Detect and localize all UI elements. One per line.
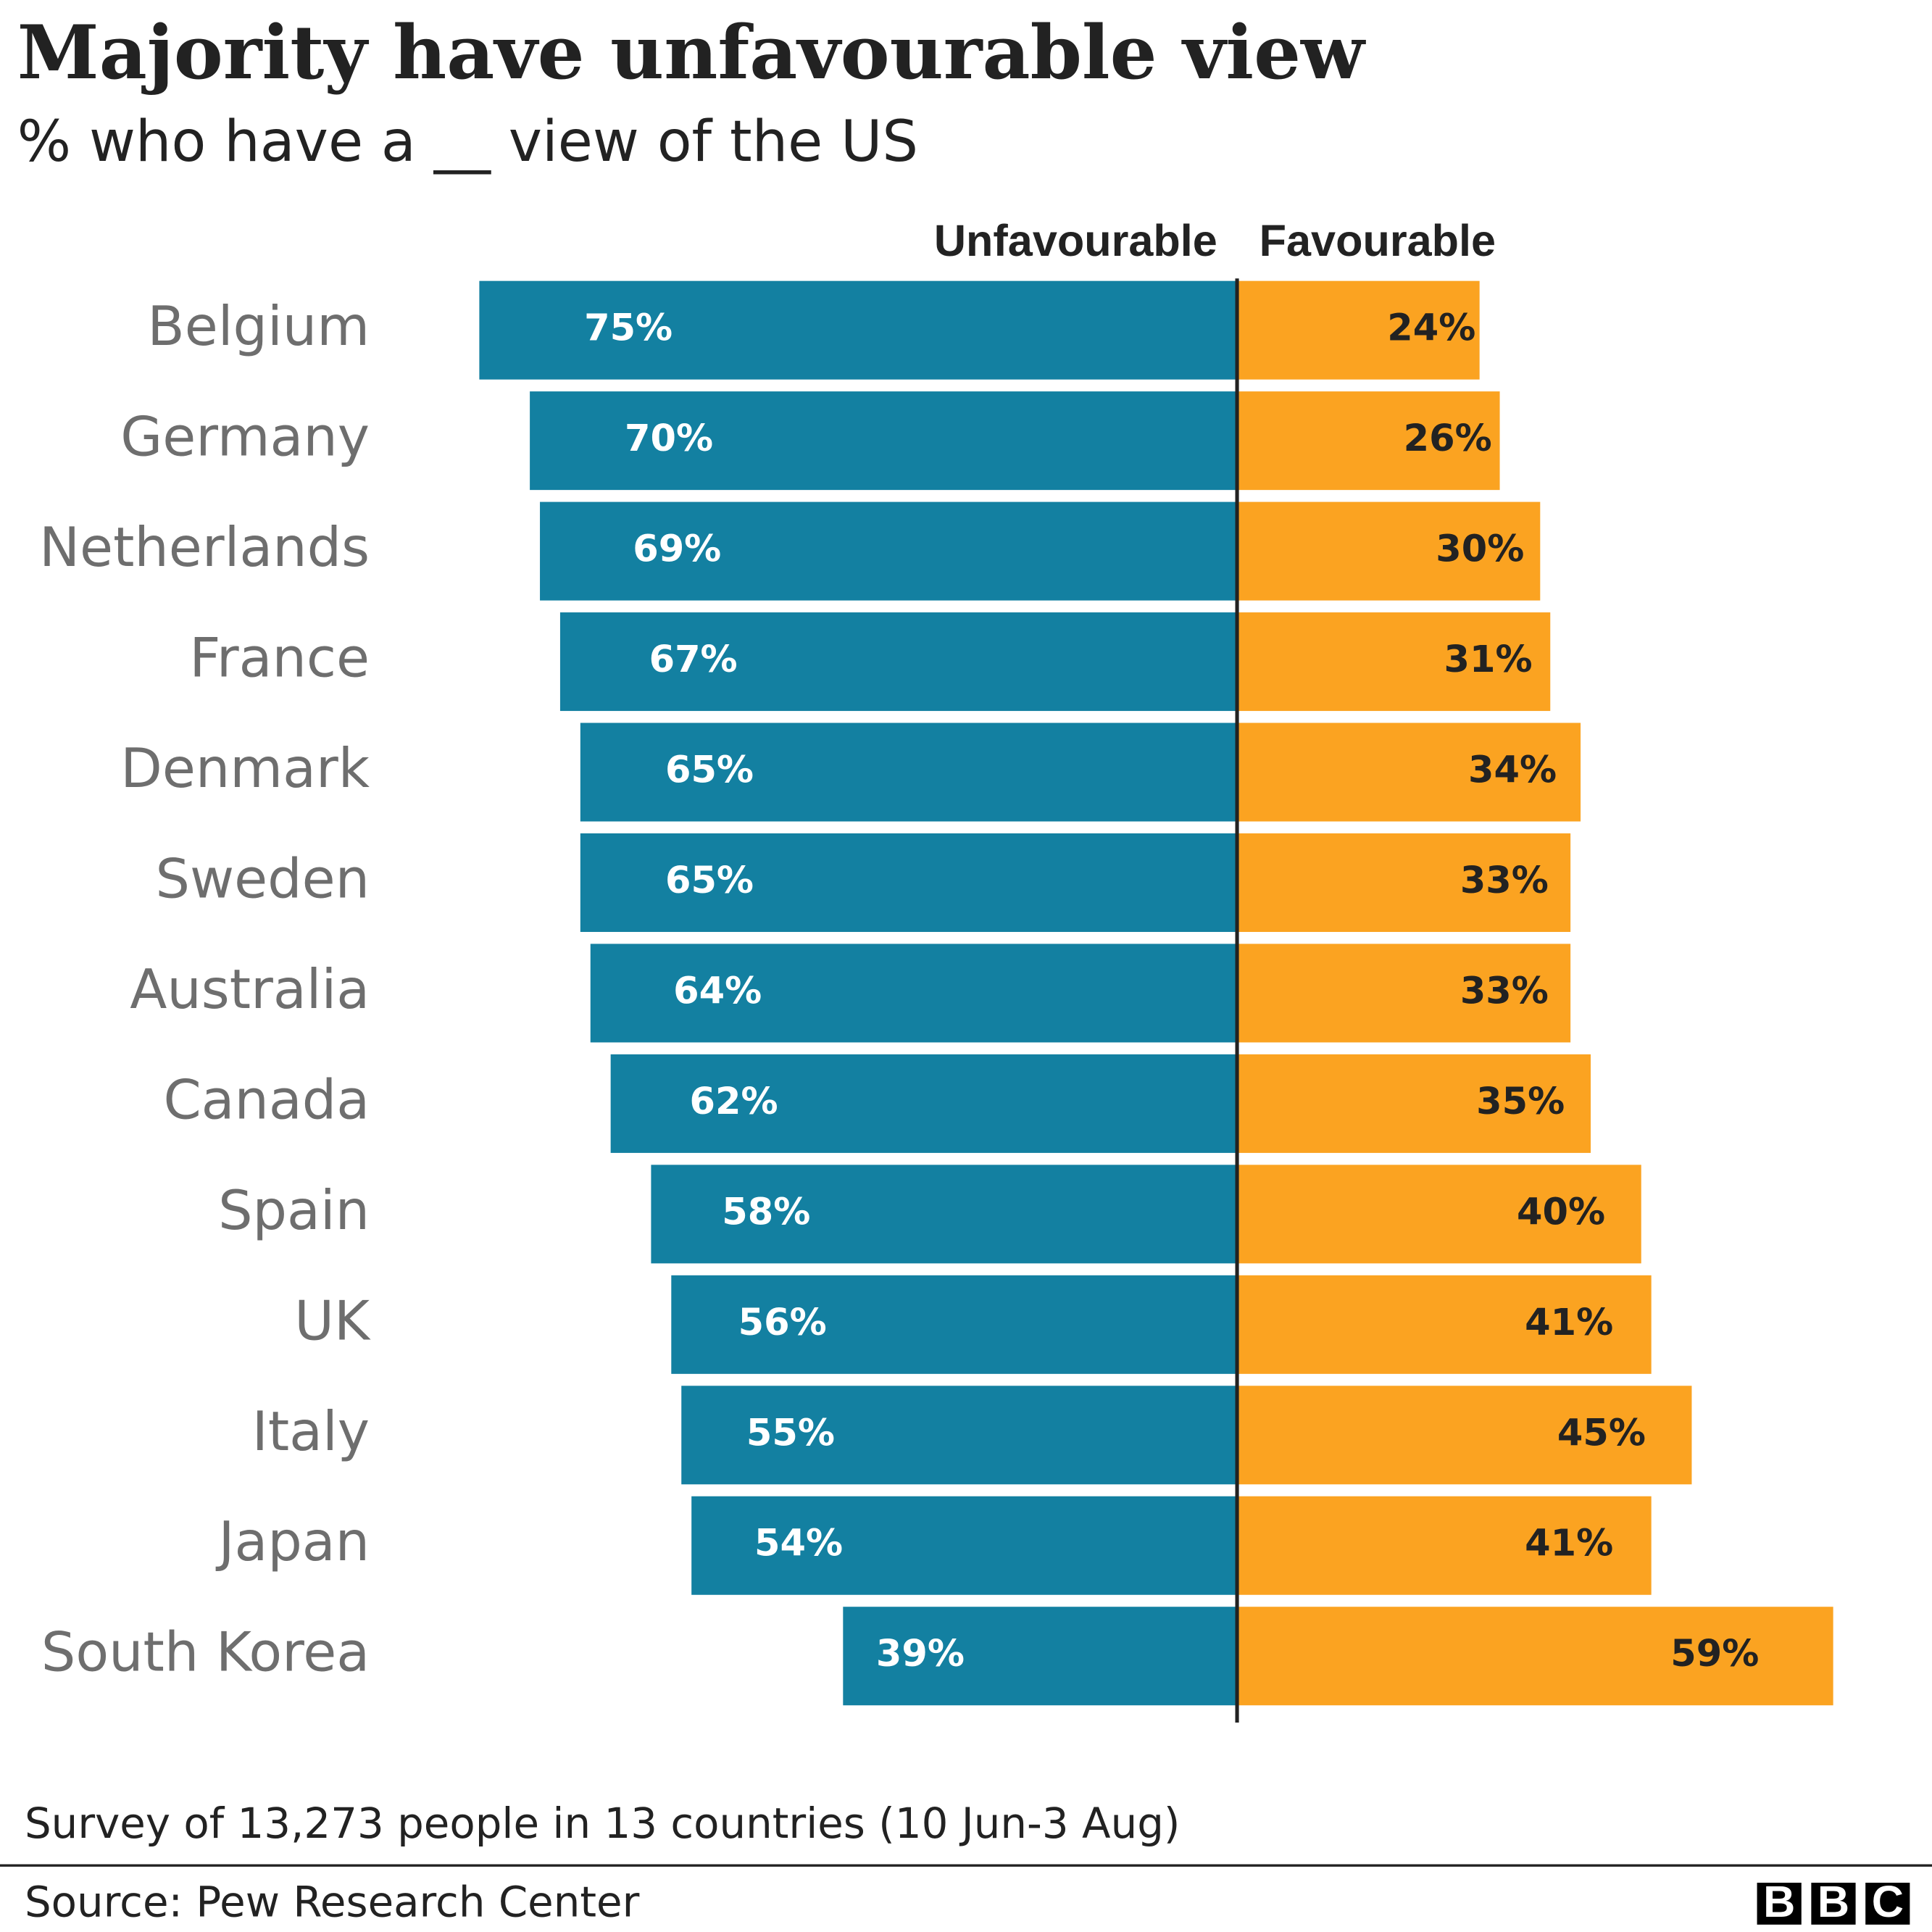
logo-letter: B — [1763, 1877, 1795, 1926]
category-label: Sweden — [155, 847, 370, 910]
bar — [1237, 280, 1480, 380]
chart-title: Majority have unfavourable view — [17, 9, 1366, 96]
value-label: 26% — [1404, 417, 1492, 460]
value-label: 34% — [1468, 749, 1557, 792]
value-label: 55% — [746, 1412, 835, 1454]
value-label: 65% — [665, 859, 754, 902]
category-label: South Korea — [41, 1621, 370, 1684]
bar — [1237, 833, 1571, 932]
bar — [479, 280, 1238, 380]
legend-label: Unfavourable — [934, 216, 1217, 265]
category-label: France — [189, 627, 370, 690]
value-label: 45% — [1557, 1412, 1646, 1454]
category-label: Belgium — [147, 295, 370, 358]
value-label: 41% — [1525, 1523, 1613, 1565]
logo-box — [1811, 1882, 1856, 1925]
bar — [530, 391, 1238, 491]
logo: B B C — [1757, 1877, 1910, 1926]
legend-label: Favourable — [1259, 216, 1496, 265]
value-label: 54% — [754, 1523, 843, 1565]
value-label: 67% — [649, 638, 738, 681]
value-label: 24% — [1387, 307, 1475, 350]
bar — [1237, 723, 1581, 822]
value-label: 35% — [1476, 1080, 1565, 1123]
category-label: Italy — [252, 1400, 370, 1463]
bar — [1237, 391, 1500, 491]
value-label: 33% — [1460, 970, 1549, 1012]
bar — [1237, 501, 1541, 601]
bar — [691, 1496, 1238, 1595]
category-label: Spain — [218, 1179, 370, 1242]
logo-letter: C — [1872, 1877, 1904, 1926]
value-label: 40% — [1517, 1191, 1605, 1233]
bar — [580, 723, 1238, 822]
logo-box — [1757, 1882, 1802, 1925]
bar — [1237, 1275, 1652, 1374]
bar — [1237, 944, 1571, 1043]
bar — [671, 1275, 1238, 1374]
category-label: Netherlands — [39, 516, 370, 579]
value-label: 62% — [690, 1080, 778, 1123]
bar — [1237, 1165, 1641, 1264]
value-label: 70% — [625, 417, 713, 460]
value-label: 75% — [584, 307, 673, 350]
category-label: Canada — [163, 1068, 370, 1131]
bar — [1237, 1496, 1652, 1595]
bar — [1237, 1607, 1833, 1706]
value-label: 41% — [1525, 1302, 1613, 1344]
logo-letter: B — [1818, 1877, 1849, 1926]
bar — [590, 944, 1238, 1043]
source: Source: Pew Research Center — [25, 1878, 640, 1927]
value-label: 33% — [1460, 859, 1549, 902]
category-label: Japan — [215, 1510, 370, 1573]
category-label: Germany — [120, 406, 370, 469]
bar — [610, 1054, 1238, 1153]
value-label: 39% — [876, 1633, 965, 1675]
chart-subtitle: % who have a __ view of the US — [17, 109, 918, 175]
bar — [559, 612, 1238, 712]
note: Survey of 13,273 people in 13 countries … — [25, 1799, 1180, 1848]
bar — [540, 501, 1238, 601]
logo-box — [1865, 1882, 1910, 1925]
category-label: Denmark — [120, 737, 370, 800]
bar — [1237, 1054, 1591, 1153]
value-label: 65% — [665, 749, 754, 792]
bar — [1237, 1386, 1692, 1485]
value-label: 64% — [673, 970, 762, 1012]
bar — [651, 1165, 1238, 1264]
value-label: 58% — [722, 1191, 810, 1233]
value-label: 59% — [1670, 1633, 1759, 1675]
value-label: 69% — [633, 528, 721, 571]
bar — [681, 1386, 1238, 1485]
value-label: 56% — [738, 1302, 827, 1344]
category-label: UK — [294, 1289, 371, 1352]
value-label: 31% — [1444, 638, 1532, 681]
category-label: Australia — [130, 958, 370, 1021]
bar — [580, 833, 1238, 932]
bar — [1237, 612, 1551, 712]
value-label: 30% — [1436, 528, 1524, 571]
bar — [843, 1607, 1238, 1706]
